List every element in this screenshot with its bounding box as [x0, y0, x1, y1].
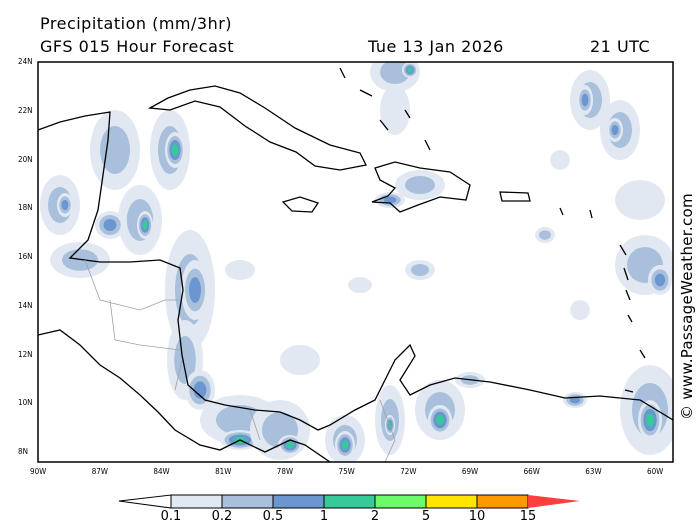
precip-contour [62, 249, 98, 271]
lon-tick-label: 81W [215, 467, 232, 476]
map-title: Precipitation (mm/3hr) [40, 14, 233, 33]
map-frame [37, 61, 674, 463]
forecast-date: Tue 13 Jan 2026 [368, 37, 504, 56]
lon-tick-label: 84W [153, 467, 170, 476]
lon-tick-label: 78W [276, 467, 294, 476]
colorbar-segment [170, 494, 223, 509]
precip-contour [348, 277, 372, 293]
lon-tick-label: 87W [91, 467, 108, 476]
colorbar-high-arrow [528, 495, 580, 508]
central-america-coast [38, 111, 673, 431]
lon-tick-label: 90W [30, 467, 47, 476]
lat-tick-label: 14N [18, 300, 33, 310]
precipitation-field [40, 62, 673, 462]
precip-contour [436, 415, 444, 425]
colorbar [118, 494, 580, 509]
country-borders [84, 259, 396, 462]
pacific-coast [38, 329, 331, 462]
colorbar-label: 0.2 [211, 509, 233, 524]
precip-contour [286, 441, 294, 449]
precip-contour [189, 277, 201, 303]
precip-contour [570, 300, 590, 320]
precip-contour [142, 220, 148, 230]
lat-tick-label: 10N [18, 398, 33, 408]
colorbar-low-arrow [118, 494, 172, 509]
lat-tick-label: 8N [18, 447, 28, 456]
lat-tick-label: 22N [18, 105, 33, 115]
lat-tick-label: 12N [18, 349, 33, 359]
precip-contour [550, 150, 570, 170]
precip-contour [646, 413, 654, 427]
precip-contour [383, 196, 397, 204]
precip-contour [380, 85, 410, 135]
lon-tick-label: 66W [523, 467, 540, 476]
precip-contour [654, 273, 666, 287]
forecast-time: 21 UTC [590, 37, 651, 56]
colorbar-label: 0.5 [262, 509, 284, 524]
lesser-antilles-coast [559, 207, 646, 393]
precip-contour [225, 260, 255, 280]
precip-contour [280, 345, 320, 375]
forecast-label: GFS 015 Hour Forecast [40, 37, 235, 56]
lon-tick-label: 63W [585, 467, 602, 476]
lat-tick-label: 18N [18, 203, 33, 213]
coastlines [38, 67, 673, 462]
watermark: © www.PassageWeather.com [678, 193, 696, 420]
precip-contour [61, 199, 69, 211]
precip-contour [539, 230, 551, 240]
lon-tick-label: 60W [647, 467, 664, 476]
lat-tick-label: 24N [18, 57, 33, 66]
colorbar-segment [272, 494, 325, 509]
precip-contour [341, 440, 349, 450]
hispaniola-coast [371, 161, 471, 213]
precip-contour [405, 176, 435, 194]
lon-tick-label: 75W [338, 467, 355, 476]
colorbar-label: 0.1 [160, 509, 182, 524]
jamaica-coast [281, 196, 320, 213]
cuba-coast [147, 85, 367, 171]
precip-contour [171, 144, 179, 156]
precip-contour [581, 93, 589, 107]
precip-contour [569, 396, 581, 404]
precip-contour [103, 219, 117, 231]
precip-contour [193, 381, 207, 399]
bahamas-coast [339, 67, 431, 151]
colorbar-segment [374, 494, 427, 509]
colorbar-segment [323, 494, 376, 509]
precip-contour [615, 180, 665, 220]
colorbar-label: 10 [468, 509, 486, 524]
colorbar-label: 15 [519, 509, 537, 524]
colorbar-segment [221, 494, 274, 509]
lon-tick-label: 72W [400, 467, 417, 476]
precip-contour [411, 264, 429, 276]
colorbar-segment [425, 494, 478, 509]
colorbar-label: 5 [421, 509, 431, 524]
lon-tick-label: 69W [461, 467, 479, 476]
lat-tick-label: 16N [18, 252, 33, 261]
colorbar-segment [476, 494, 529, 509]
lat-tick-label: 20N [18, 154, 33, 164]
colorbar-label: 2 [370, 509, 380, 524]
precip-contour [611, 124, 619, 136]
precip-contour [407, 67, 413, 73]
puerto-rico-coast [499, 191, 531, 202]
colorbar-label: 1 [319, 509, 329, 524]
